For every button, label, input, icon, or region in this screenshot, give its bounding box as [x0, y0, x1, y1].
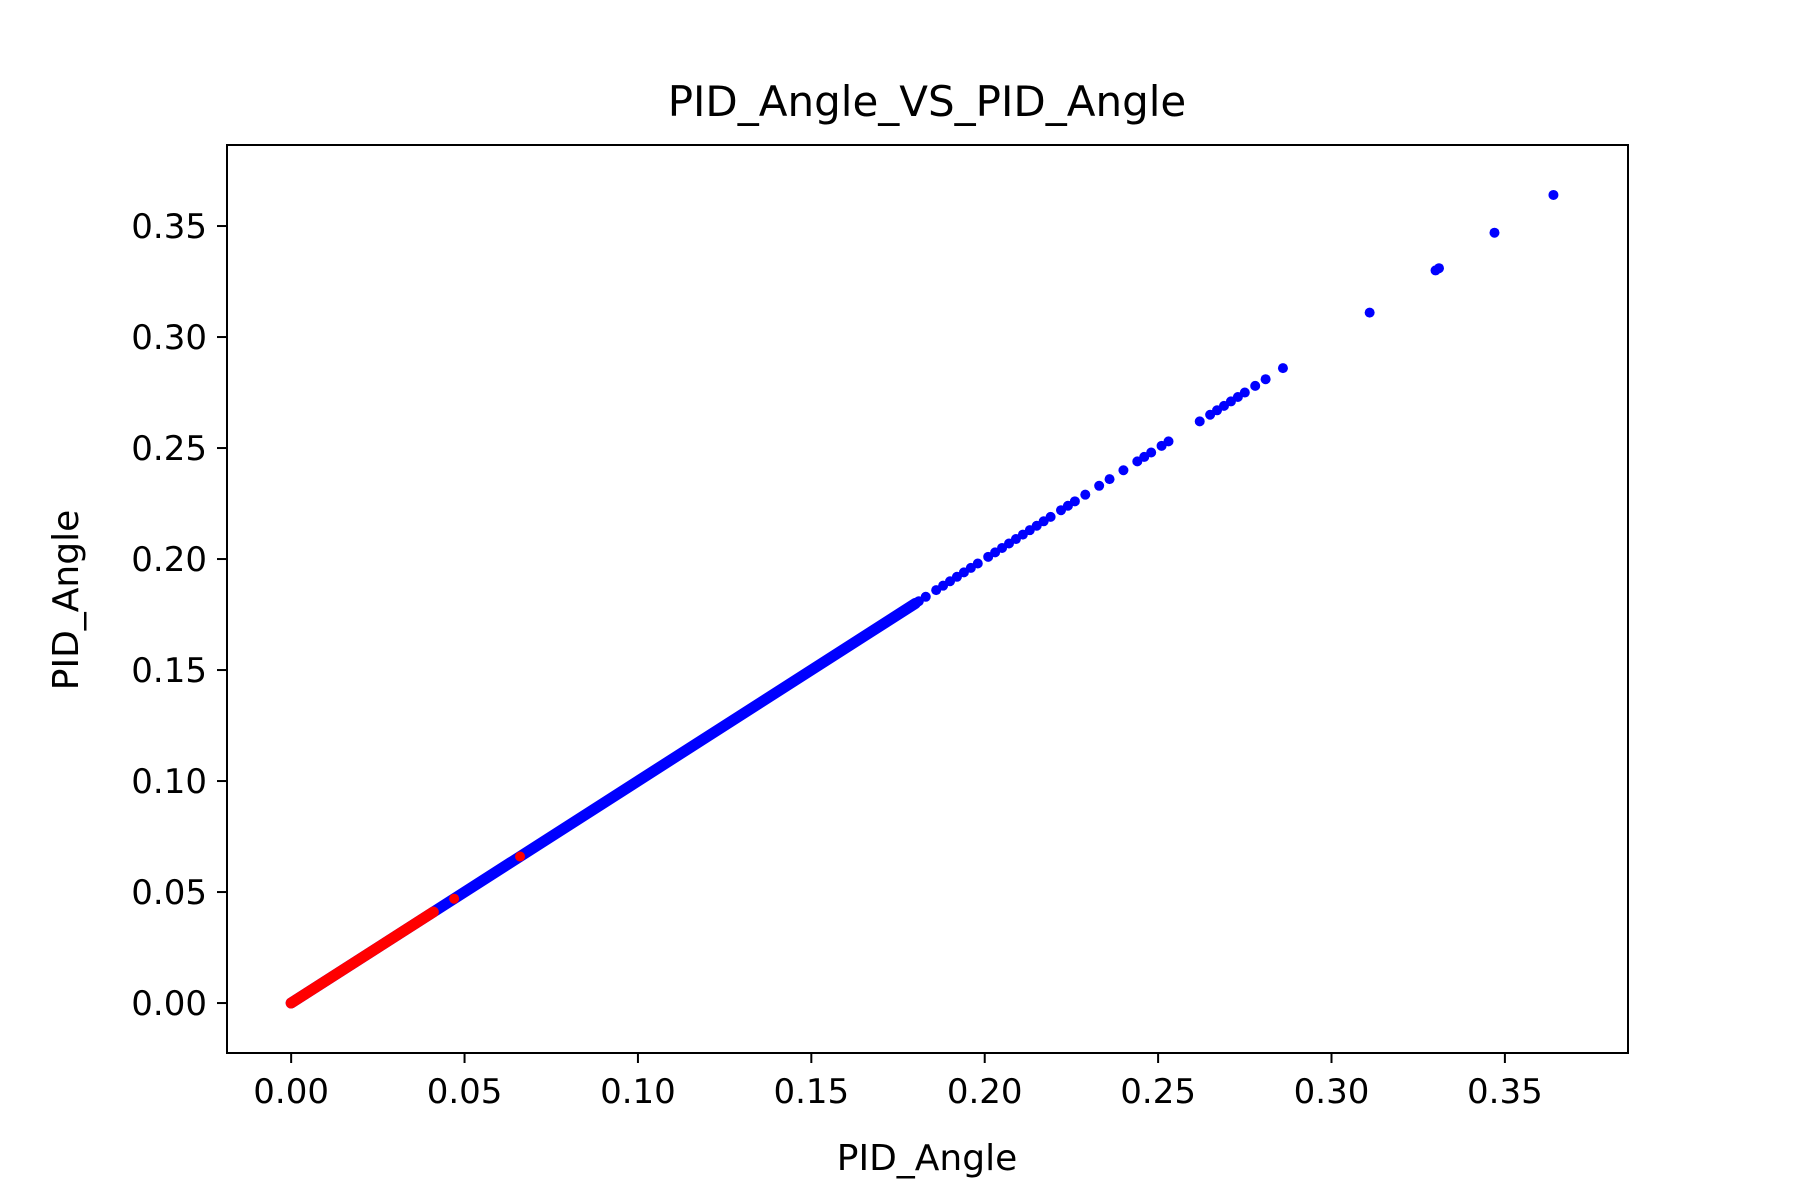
data-point — [1434, 263, 1445, 274]
data-point — [920, 591, 931, 602]
y-tick-label: 0.15 — [131, 651, 207, 691]
x-tick-label: 0.00 — [253, 1072, 329, 1112]
data-point — [1045, 511, 1056, 522]
y-axis: 0.00 0.05 0.10 0.15 0.20 0.25 0.30 0.35 — [131, 207, 227, 1024]
y-tick-label: 0.05 — [131, 873, 207, 913]
points-layer — [285, 189, 1559, 1009]
data-point — [972, 558, 983, 569]
data-point — [1080, 489, 1091, 500]
y-tick-label: 0.20 — [131, 540, 207, 580]
data-point — [1118, 465, 1129, 476]
data-point — [1094, 480, 1105, 491]
data-point — [1277, 363, 1288, 374]
chart-title: PID_Angle_VS_PID_Angle — [668, 77, 1187, 126]
x-tick-label: 0.25 — [1120, 1072, 1196, 1112]
y-tick-label: 0.00 — [131, 984, 207, 1024]
y-tick-label: 0.10 — [131, 762, 207, 802]
x-axis: 0.00 0.05 0.10 0.15 0.20 0.25 0.30 0.35 — [253, 1053, 1543, 1112]
y-tick-label: 0.35 — [131, 207, 207, 247]
data-point — [1489, 227, 1500, 238]
y-tick-label: 0.30 — [131, 318, 207, 358]
data-point — [1104, 474, 1115, 485]
series-1 — [285, 851, 526, 1009]
x-tick-label: 0.10 — [600, 1072, 676, 1112]
data-point — [1250, 380, 1261, 391]
data-point — [449, 893, 460, 904]
data-point — [515, 851, 526, 862]
data-point — [1194, 416, 1205, 427]
y-axis-title: PID_Angle — [46, 510, 87, 691]
x-axis-title: PID_Angle — [837, 1138, 1018, 1179]
series-1-dense-points — [285, 906, 439, 1009]
y-tick-label: 0.25 — [131, 429, 207, 469]
x-tick-label: 0.30 — [1294, 1072, 1370, 1112]
data-point — [1069, 496, 1080, 507]
data-point — [1146, 447, 1157, 458]
data-point — [1548, 189, 1559, 200]
data-point — [1239, 387, 1250, 398]
x-tick-label: 0.20 — [947, 1072, 1023, 1112]
data-point — [1260, 374, 1271, 385]
data-point — [1364, 307, 1375, 318]
plot-area-frame — [226, 144, 1629, 1054]
x-tick-label: 0.05 — [427, 1072, 503, 1112]
data-point — [1163, 436, 1174, 447]
x-tick-label: 0.35 — [1467, 1072, 1543, 1112]
x-tick-label: 0.15 — [773, 1072, 849, 1112]
